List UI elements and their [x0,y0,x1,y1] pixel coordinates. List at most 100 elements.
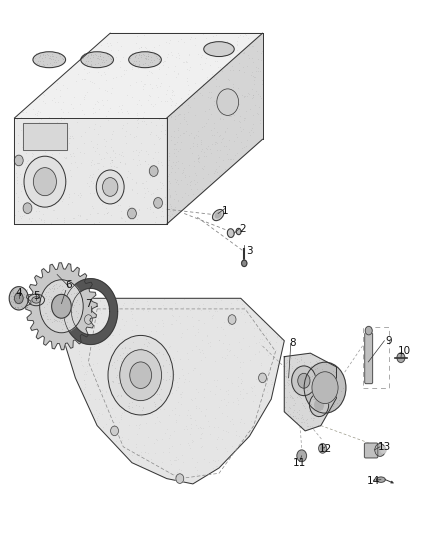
Point [136,29,143,37]
Point [322,365,329,374]
Point [200,393,207,402]
Point [297,372,304,381]
Point [10,293,17,301]
Point [239,394,246,402]
Point [106,153,113,161]
Point [125,354,132,362]
Point [330,365,337,373]
Point [199,51,206,59]
Point [150,56,157,64]
Point [244,428,251,437]
Point [91,342,98,350]
Point [198,65,205,74]
Point [180,115,187,124]
Point [154,435,161,444]
Point [213,139,220,147]
Point [152,148,159,156]
Point [154,304,161,312]
Point [184,369,191,377]
Circle shape [120,350,162,401]
Point [294,375,301,383]
Point [269,379,276,388]
Point [154,93,161,101]
Point [228,92,235,100]
Point [286,410,293,418]
Point [287,411,294,420]
Point [274,333,281,341]
Point [132,146,139,154]
Point [44,312,51,320]
Point [35,204,42,213]
Point [176,104,183,112]
Point [134,56,141,65]
Point [49,52,56,60]
Point [104,50,111,59]
Point [54,307,61,316]
Point [192,171,199,180]
Point [238,369,245,378]
Point [298,421,305,430]
Point [258,360,265,369]
Point [143,176,150,185]
Point [58,281,65,290]
Point [294,355,301,364]
Point [313,405,320,413]
Point [177,118,184,127]
Point [223,37,230,45]
Point [153,131,160,139]
Point [165,156,172,164]
Point [323,405,330,414]
Point [138,368,145,376]
Point [170,148,177,157]
Point [188,346,195,354]
Point [141,156,148,165]
Point [59,330,66,339]
Point [117,325,124,333]
Point [340,383,347,392]
Point [29,105,36,114]
Point [244,62,251,71]
Point [236,59,243,67]
Point [68,132,75,141]
Point [57,315,64,324]
Point [170,140,177,149]
Point [324,374,331,383]
Point [167,207,174,215]
Point [224,74,231,83]
Point [212,357,219,365]
Point [145,338,152,347]
Point [212,75,219,83]
Point [140,305,147,314]
Point [201,107,208,115]
Point [233,39,240,48]
Point [128,184,135,193]
Point [186,50,193,58]
Point [317,374,324,383]
Point [173,177,180,186]
Point [110,147,117,155]
Circle shape [9,287,28,310]
Point [167,112,174,120]
Point [314,391,321,400]
Point [141,440,148,449]
Point [287,354,294,362]
Point [211,457,218,465]
Point [140,60,147,69]
Point [182,117,189,126]
Point [93,144,100,152]
Point [155,74,162,83]
Point [133,38,140,47]
Point [196,157,203,166]
Point [92,120,99,128]
Point [202,405,209,414]
Point [98,155,105,163]
Point [238,308,245,316]
Point [13,176,20,184]
Point [249,424,256,432]
Point [250,91,257,99]
Point [263,329,270,337]
Point [219,338,226,347]
Point [317,370,324,379]
FancyBboxPatch shape [365,333,373,384]
Point [46,285,53,293]
